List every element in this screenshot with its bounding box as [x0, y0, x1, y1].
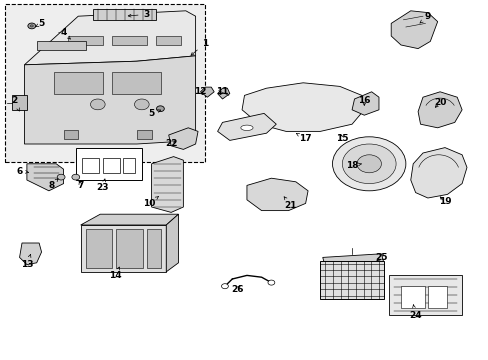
Polygon shape	[242, 83, 364, 131]
Text: 24: 24	[408, 305, 421, 320]
Polygon shape	[217, 88, 229, 99]
Bar	[85, 229, 112, 268]
Polygon shape	[20, 243, 41, 265]
Polygon shape	[81, 214, 178, 225]
Text: 10: 10	[142, 197, 158, 208]
Polygon shape	[217, 113, 276, 140]
Bar	[123, 158, 135, 173]
Bar	[137, 130, 151, 139]
Bar	[68, 36, 102, 45]
Polygon shape	[168, 128, 198, 149]
Text: 23: 23	[96, 179, 109, 192]
Bar	[63, 130, 78, 139]
Text: 1: 1	[191, 39, 208, 55]
Text: 12: 12	[194, 87, 206, 96]
Bar	[12, 95, 27, 110]
Text: 6: 6	[17, 166, 28, 175]
Polygon shape	[166, 214, 178, 272]
Text: 25: 25	[374, 253, 387, 262]
Circle shape	[30, 25, 33, 27]
Bar	[400, 286, 425, 308]
Text: 17: 17	[296, 134, 311, 143]
Bar	[146, 229, 161, 268]
Bar	[112, 72, 161, 94]
Bar	[93, 9, 156, 20]
Bar	[37, 41, 85, 50]
Polygon shape	[351, 92, 378, 115]
Polygon shape	[27, 164, 63, 191]
Bar	[320, 261, 383, 299]
Text: 7: 7	[77, 181, 84, 190]
Circle shape	[90, 99, 105, 110]
Text: 15: 15	[335, 134, 348, 143]
Polygon shape	[151, 157, 183, 212]
Text: 3: 3	[128, 10, 149, 19]
Text: 13: 13	[20, 255, 33, 269]
Text: 16: 16	[357, 96, 370, 105]
Bar	[427, 286, 447, 308]
Text: 26: 26	[230, 285, 243, 294]
Polygon shape	[200, 87, 214, 97]
Circle shape	[72, 174, 80, 180]
Text: 5: 5	[36, 19, 44, 28]
Text: 21: 21	[284, 197, 297, 210]
Circle shape	[57, 174, 65, 180]
Text: 20: 20	[433, 98, 446, 107]
Polygon shape	[417, 92, 461, 128]
Circle shape	[267, 280, 274, 285]
Circle shape	[342, 144, 395, 184]
Bar	[54, 72, 102, 94]
Text: 2: 2	[12, 96, 20, 111]
Polygon shape	[322, 254, 383, 266]
Circle shape	[332, 137, 405, 191]
Bar	[102, 158, 120, 173]
Polygon shape	[388, 275, 461, 315]
Text: 4: 4	[60, 28, 70, 39]
Text: 22: 22	[164, 139, 177, 148]
Bar	[76, 148, 142, 180]
Polygon shape	[410, 148, 466, 198]
Text: 11: 11	[216, 87, 228, 96]
Ellipse shape	[240, 125, 253, 130]
Polygon shape	[390, 11, 437, 49]
Text: 5: 5	[148, 109, 161, 118]
Polygon shape	[24, 56, 195, 144]
Text: 19: 19	[438, 197, 450, 206]
Bar	[81, 225, 166, 272]
Circle shape	[134, 99, 149, 110]
Text: 14: 14	[108, 267, 121, 280]
Polygon shape	[24, 11, 195, 65]
Bar	[112, 36, 146, 45]
Circle shape	[156, 106, 164, 112]
Circle shape	[28, 23, 36, 29]
Bar	[116, 229, 143, 268]
Bar	[82, 158, 99, 173]
Circle shape	[221, 284, 228, 289]
Bar	[5, 4, 205, 162]
Polygon shape	[246, 178, 307, 211]
Circle shape	[356, 155, 381, 173]
Text: 9: 9	[419, 12, 430, 23]
Text: 8: 8	[48, 179, 58, 190]
Bar	[156, 36, 181, 45]
Text: 18: 18	[345, 161, 361, 170]
